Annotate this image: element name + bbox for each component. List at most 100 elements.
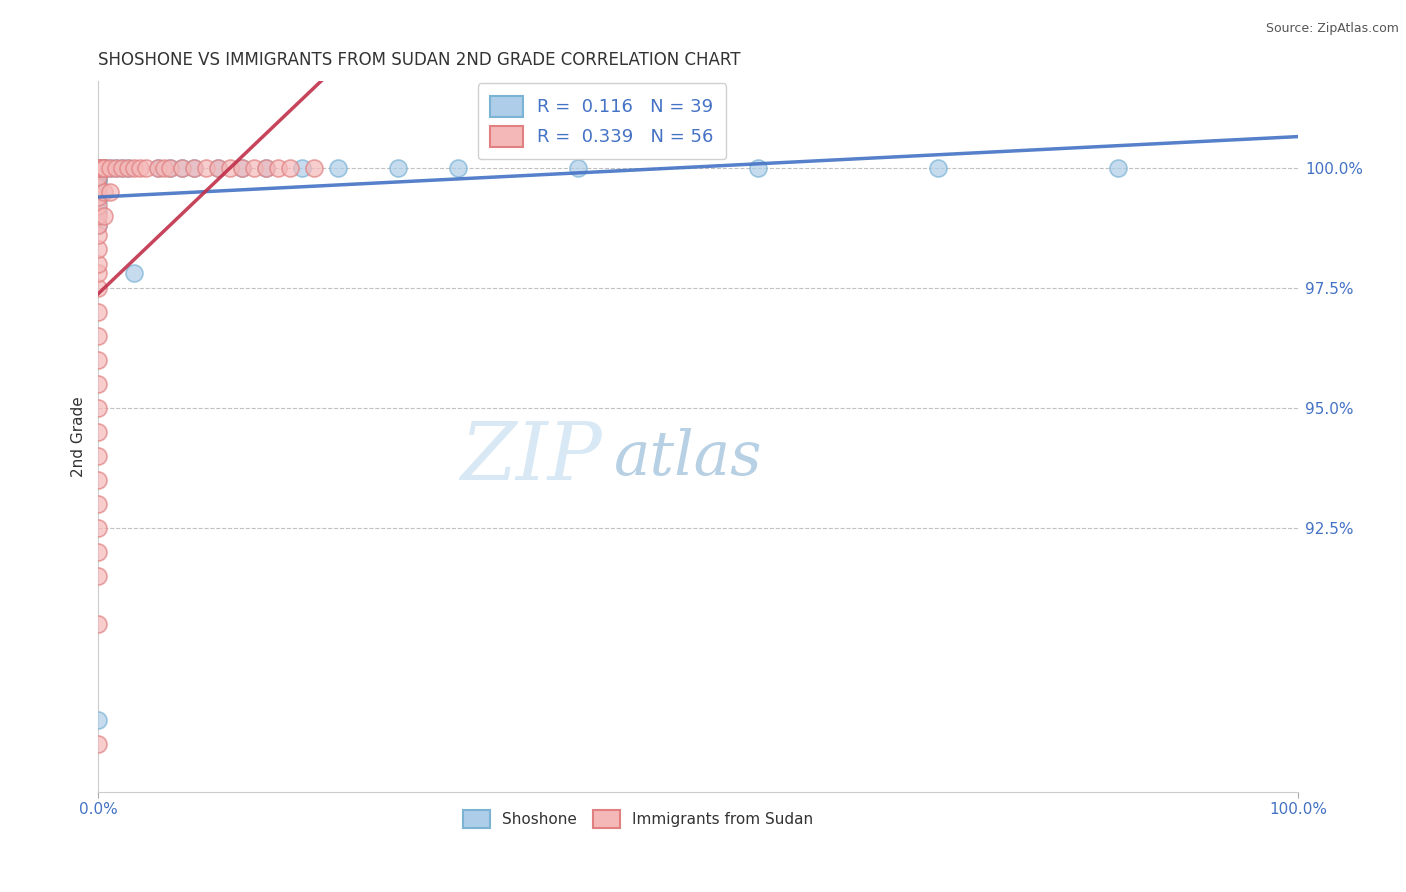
Point	[87, 209, 110, 223]
Point	[183, 161, 205, 175]
Point	[87, 352, 110, 367]
Point	[170, 161, 193, 175]
Point	[87, 305, 110, 319]
Point	[87, 173, 110, 187]
Point	[87, 281, 110, 295]
Point	[87, 161, 110, 175]
Point	[93, 209, 115, 223]
Point	[117, 161, 139, 175]
Point	[291, 161, 314, 175]
Point	[87, 569, 110, 583]
Point	[87, 267, 110, 281]
Point	[326, 161, 349, 175]
Point	[159, 161, 181, 175]
Point	[243, 161, 266, 175]
Point	[87, 521, 110, 535]
Point	[87, 165, 110, 179]
Point	[87, 161, 110, 175]
Text: Source: ZipAtlas.com: Source: ZipAtlas.com	[1265, 22, 1399, 36]
Point	[87, 164, 110, 178]
Point	[87, 545, 110, 559]
Point	[117, 161, 139, 175]
Point	[87, 713, 110, 727]
Point	[231, 161, 253, 175]
Point	[122, 161, 145, 175]
Point	[87, 175, 110, 189]
Point	[87, 257, 110, 271]
Point	[87, 161, 110, 175]
Point	[447, 161, 470, 175]
Point	[93, 161, 115, 175]
Point	[87, 199, 110, 213]
Point	[87, 161, 110, 175]
Point	[87, 168, 110, 182]
Point	[87, 497, 110, 511]
Point	[267, 161, 290, 175]
Point	[93, 161, 115, 175]
Point	[93, 161, 115, 175]
Point	[122, 267, 145, 281]
Point	[153, 161, 176, 175]
Point	[93, 161, 115, 175]
Point	[567, 161, 589, 175]
Point	[87, 180, 110, 194]
Point	[87, 185, 110, 199]
Text: SHOSHONE VS IMMIGRANTS FROM SUDAN 2ND GRADE CORRELATION CHART: SHOSHONE VS IMMIGRANTS FROM SUDAN 2ND GR…	[98, 51, 741, 69]
Point	[87, 170, 110, 185]
Point	[87, 328, 110, 343]
Y-axis label: 2nd Grade: 2nd Grade	[72, 396, 86, 477]
Point	[135, 161, 157, 175]
Point	[254, 161, 277, 175]
Point	[195, 161, 218, 175]
Point	[87, 425, 110, 439]
Point	[87, 161, 110, 175]
Point	[98, 161, 121, 175]
Point	[87, 204, 110, 219]
Point	[207, 161, 229, 175]
Point	[1107, 161, 1129, 175]
Point	[170, 161, 193, 175]
Legend: Shoshone, Immigrants from Sudan: Shoshone, Immigrants from Sudan	[457, 805, 820, 834]
Point	[231, 161, 253, 175]
Point	[93, 161, 115, 175]
Point	[87, 163, 110, 178]
Point	[93, 185, 115, 199]
Point	[87, 616, 110, 631]
Point	[747, 161, 769, 175]
Text: atlas: atlas	[614, 428, 762, 488]
Text: ZIP: ZIP	[460, 419, 602, 497]
Point	[98, 185, 121, 199]
Point	[207, 161, 229, 175]
Point	[87, 170, 110, 185]
Point	[111, 161, 134, 175]
Point	[129, 161, 152, 175]
Point	[111, 161, 134, 175]
Point	[105, 161, 128, 175]
Point	[278, 161, 301, 175]
Point	[183, 161, 205, 175]
Point	[105, 161, 128, 175]
Point	[87, 243, 110, 257]
Point	[98, 161, 121, 175]
Point	[87, 219, 110, 233]
Point	[219, 161, 242, 175]
Point	[87, 161, 110, 175]
Point	[87, 376, 110, 391]
Point	[87, 737, 110, 751]
Point	[159, 161, 181, 175]
Point	[302, 161, 325, 175]
Point	[87, 180, 110, 194]
Point	[927, 161, 949, 175]
Point	[146, 161, 169, 175]
Point	[87, 194, 110, 209]
Point	[87, 227, 110, 242]
Point	[87, 189, 110, 203]
Point	[146, 161, 169, 175]
Point	[87, 473, 110, 487]
Point	[87, 219, 110, 233]
Point	[254, 161, 277, 175]
Point	[93, 161, 115, 175]
Point	[387, 161, 409, 175]
Point	[87, 449, 110, 463]
Point	[87, 162, 110, 177]
